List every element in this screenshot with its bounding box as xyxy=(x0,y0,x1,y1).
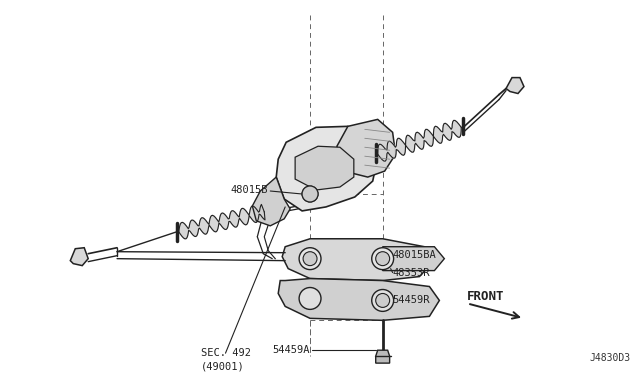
Circle shape xyxy=(376,294,390,307)
Circle shape xyxy=(299,288,321,310)
Polygon shape xyxy=(70,248,88,266)
Text: SEC. 492: SEC. 492 xyxy=(200,348,251,358)
Polygon shape xyxy=(282,239,431,280)
Polygon shape xyxy=(276,126,378,211)
Circle shape xyxy=(372,289,394,311)
Text: J4830D3: J4830D3 xyxy=(589,353,630,363)
Polygon shape xyxy=(337,119,396,177)
Circle shape xyxy=(299,248,321,270)
Circle shape xyxy=(302,186,318,202)
Polygon shape xyxy=(506,78,524,93)
Polygon shape xyxy=(383,247,444,270)
Text: 48015BA: 48015BA xyxy=(392,250,436,260)
Circle shape xyxy=(303,252,317,266)
Polygon shape xyxy=(378,121,461,161)
Polygon shape xyxy=(295,146,354,190)
Text: 48015B: 48015B xyxy=(231,185,268,195)
Text: FRONT: FRONT xyxy=(467,290,505,303)
Circle shape xyxy=(376,252,390,266)
Text: 48353R: 48353R xyxy=(392,267,430,278)
Text: 54459R: 54459R xyxy=(392,295,430,305)
Polygon shape xyxy=(252,177,290,226)
Polygon shape xyxy=(278,279,440,320)
Polygon shape xyxy=(179,204,265,239)
Polygon shape xyxy=(376,350,390,363)
Text: 54459A: 54459A xyxy=(273,345,310,355)
Circle shape xyxy=(372,248,394,270)
Text: (49001): (49001) xyxy=(200,361,244,371)
